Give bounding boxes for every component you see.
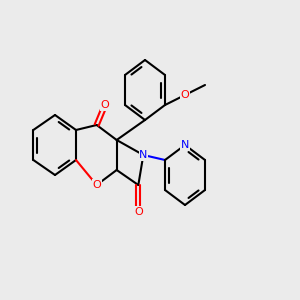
Text: N: N — [139, 150, 148, 160]
Text: O: O — [181, 90, 189, 100]
Text: O: O — [92, 180, 101, 190]
Text: O: O — [134, 207, 143, 217]
Text: N: N — [181, 140, 189, 150]
Text: O: O — [100, 100, 109, 110]
